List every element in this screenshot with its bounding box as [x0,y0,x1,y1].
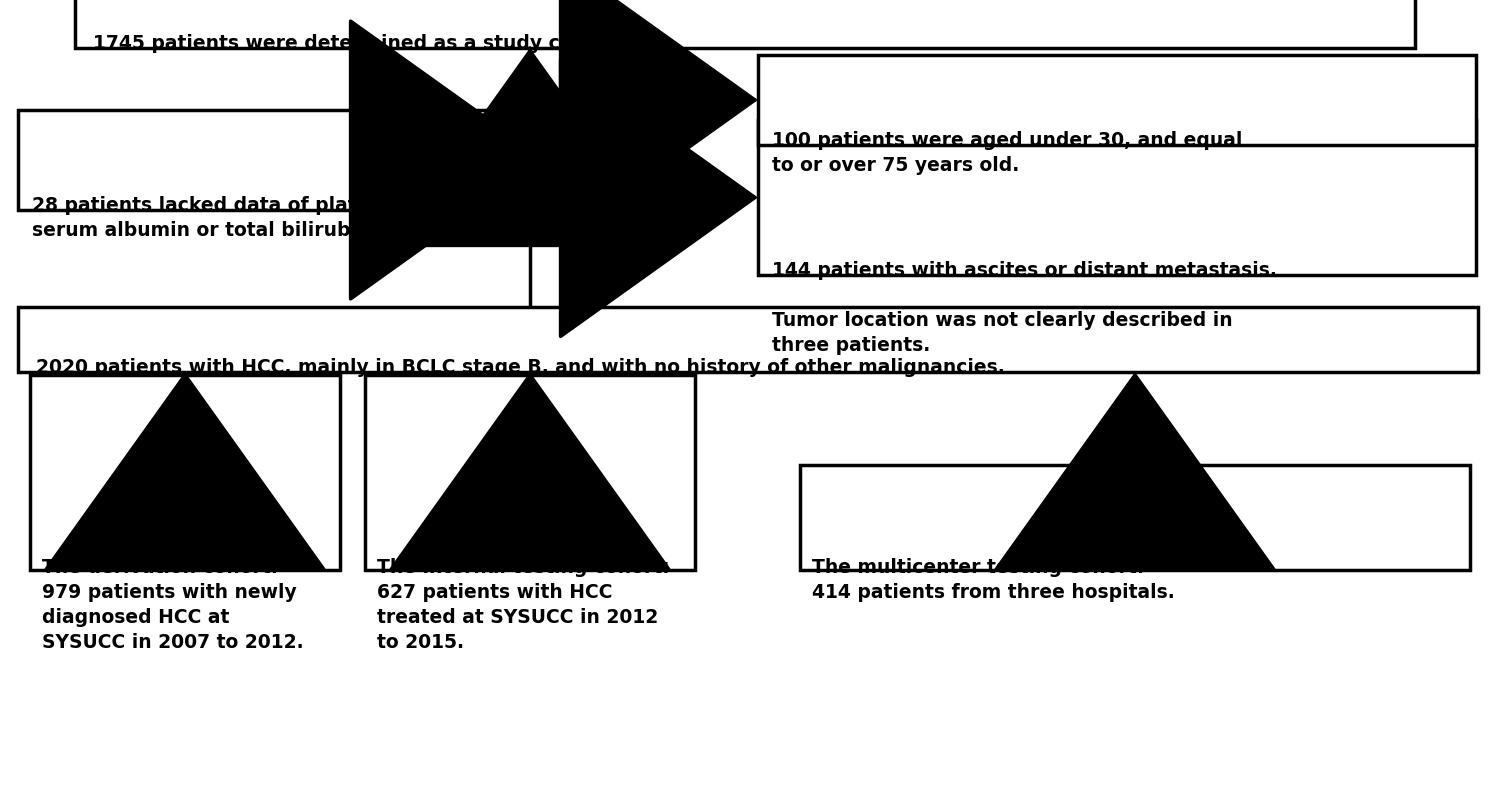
Bar [801,465,1470,570]
Text: The derivation cohort:
979 patients with newly
diagnosed HCC at
SYSUCC in 2007 t: The derivation cohort: 979 patients with… [42,558,303,652]
Bar [365,375,695,570]
Text: 100 patients were aged under 30, and equal
to or over 75 years old.: 100 patients were aged under 30, and equ… [772,131,1242,175]
Text: 144 patients with ascites or distant metastasis.

Tumor location was not clearly: 144 patients with ascites or distant met… [772,261,1277,355]
Bar [30,375,339,570]
Text: The multicenter testing cohort:
414 patients from three hospitals.: The multicenter testing cohort: 414 pati… [813,558,1175,602]
Bar [759,55,1476,145]
Bar [18,110,548,210]
Bar [18,307,1478,372]
Text: 28 patients lacked data of platelet count,
serum albumin or total bilirubin.: 28 patients lacked data of platelet coun… [32,196,470,240]
Bar [759,120,1476,275]
Text: 1745 patients were determined as a study cohort.: 1745 patients were determined as a study… [93,34,623,53]
Text: 2020 patients with HCC, mainly in BCLC stage B, and with no history of other mal: 2020 patients with HCC, mainly in BCLC s… [36,358,1005,377]
Text: The internal testing cohort:
627 patients with HCC
treated at SYSUCC in 2012
to : The internal testing cohort: 627 patient… [377,558,670,652]
Bar [75,0,1415,48]
